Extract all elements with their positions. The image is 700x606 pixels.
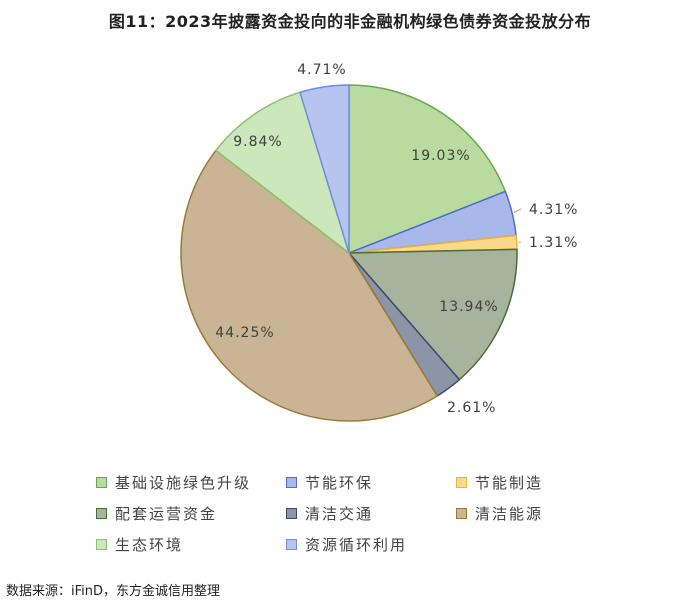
pie-chart: 19.03% 4.31% 1.31% 13.94% 2.61% 44.25% 9.84% 4.… bbox=[180, 62, 578, 422]
legend-swatch bbox=[456, 477, 467, 488]
slice-data-label: 4.31% bbox=[529, 202, 578, 218]
legend-item: 清洁能源 bbox=[456, 503, 606, 524]
pie-slice bbox=[299, 84, 350, 254]
legend-swatch bbox=[286, 539, 297, 550]
legend-label: 配套运营资金 bbox=[115, 505, 218, 523]
legend-swatch bbox=[286, 477, 297, 488]
legend-label: 节能制造 bbox=[475, 474, 544, 492]
legend-swatch bbox=[96, 539, 107, 550]
leader-line bbox=[513, 208, 522, 214]
legend-swatch bbox=[456, 508, 467, 519]
legend-item: 基础设施绿色升级 bbox=[96, 472, 286, 493]
legend-item: 清洁交通 bbox=[286, 503, 456, 524]
legend-swatch bbox=[96, 508, 107, 519]
pie-slice bbox=[214, 91, 351, 256]
pie-slice bbox=[347, 248, 518, 381]
chart-legend: 基础设施绿色升级 节能环保 节能制造配套运营资金 清洁交通 清洁能源生态环境 资源循环利用 bbox=[96, 472, 616, 555]
legend-label: 清洁能源 bbox=[475, 505, 544, 523]
legend-label: 资源循环利用 bbox=[305, 536, 408, 554]
slice-data-label: 4.71% bbox=[297, 62, 346, 78]
legend-swatch bbox=[286, 508, 297, 519]
pie-slice bbox=[348, 84, 507, 255]
pie-slice bbox=[180, 149, 439, 422]
data-source-note: 数据来源：iFinD，东方金诚信用整理 bbox=[6, 584, 221, 599]
slice-data-label: 19.03% bbox=[411, 148, 470, 164]
legend-item: 生态环境 bbox=[96, 534, 286, 555]
chart-title: 图11：2023年披露资金投向的非金融机构绿色债券资金投放分布 bbox=[108, 12, 592, 31]
legend-swatch bbox=[96, 477, 107, 488]
slice-data-label: 9.84% bbox=[233, 134, 282, 150]
legend-item: 节能环保 bbox=[286, 472, 456, 493]
slice-data-label: 44.25% bbox=[215, 325, 274, 341]
legend-item: 资源循环利用 bbox=[286, 534, 456, 555]
slice-data-label: 13.94% bbox=[439, 299, 498, 315]
legend-label: 生态环境 bbox=[115, 536, 184, 554]
legend-label: 节能环保 bbox=[305, 474, 374, 492]
slice-data-label: 1.31% bbox=[529, 235, 578, 251]
legend-label: 基础设施绿色升级 bbox=[115, 474, 252, 492]
slice-data-label: 2.61% bbox=[447, 400, 496, 416]
legend-label: 清洁交通 bbox=[305, 505, 374, 523]
legend-item: 配套运营资金 bbox=[96, 503, 286, 524]
legend-item: 节能制造 bbox=[456, 472, 606, 493]
